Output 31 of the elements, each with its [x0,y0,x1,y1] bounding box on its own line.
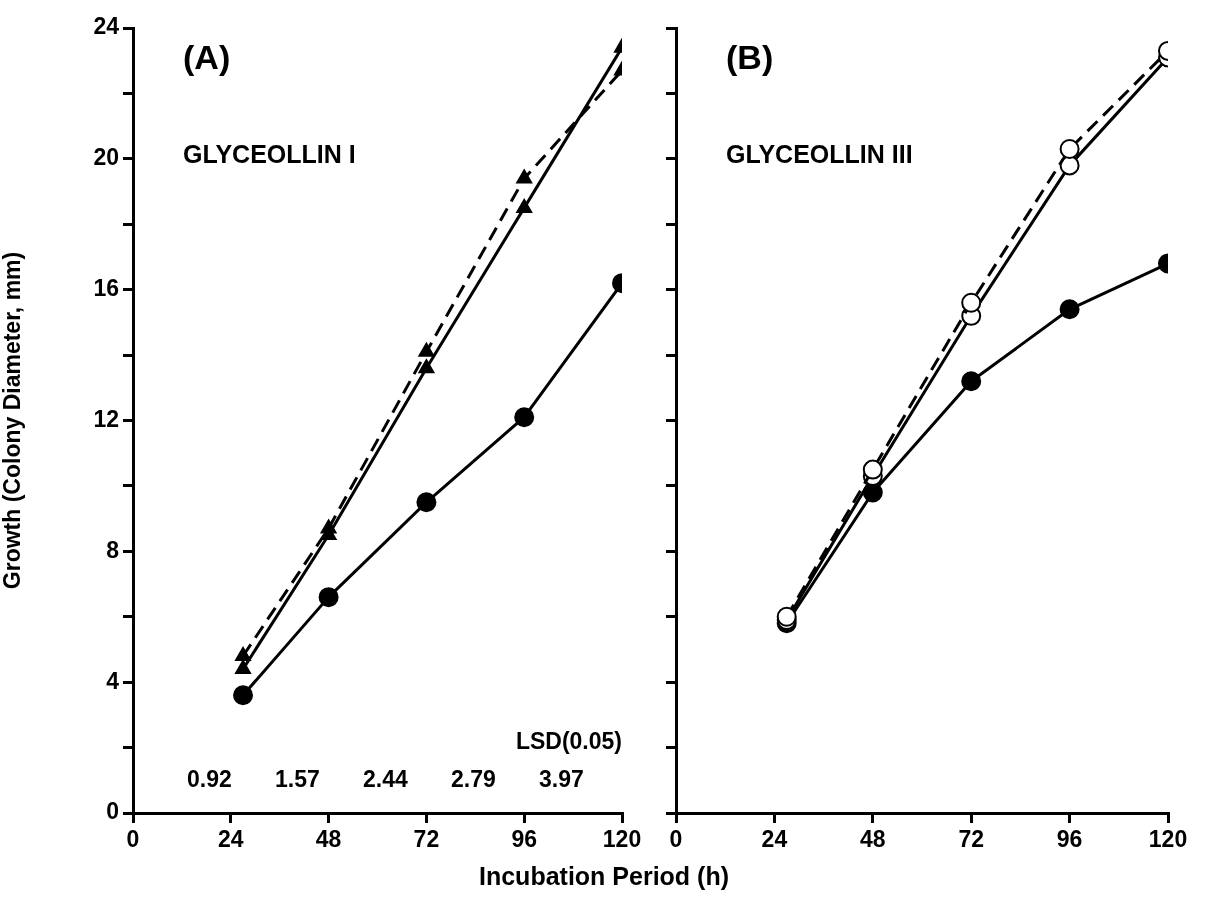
x-tick-label: 72 [413,826,440,853]
x-tick-label: 72 [958,826,984,853]
x-tick-label: 48 [315,826,342,853]
annotation: LSD(0.05) [515,728,622,755]
annotation: 1.57 [275,766,320,793]
annotation: GLYCEOLLIN I [183,140,356,169]
annotation: (A) [183,38,231,77]
y-tick-label: 4 [106,667,120,694]
y-tick-label: 12 [93,405,119,432]
x-tick-label: 120 [1148,826,1188,853]
x-tick-label: 120 [602,826,642,853]
annotation: 0.92 [187,766,232,793]
x-tick-label: 24 [761,826,788,853]
annotation: 3.97 [539,766,584,793]
y-tick-label: 20 [93,144,119,171]
x-tick-label: 0 [669,826,683,853]
annotation: (B) [726,38,774,77]
annotation: GLYCEOLLIN III [726,140,913,169]
y-axis-title: Growth (Colony Diameter, mm) [0,251,26,590]
y-tick-label: 8 [106,536,120,563]
y-tick-label: 24 [93,13,120,40]
y-tick-label: 16 [93,275,119,302]
x-tick-label: 0 [126,826,140,853]
x-tick-label: 24 [218,826,244,853]
x-tick-label: 48 [860,826,886,853]
annotation: 2.79 [451,766,496,793]
x-tick-label: 96 [1056,826,1083,853]
x-axis-title: Incubation Period (h) [478,862,730,891]
x-tick-label: 96 [511,826,537,853]
annotation: 2.44 [363,766,408,793]
y-tick-label: 0 [106,798,119,825]
